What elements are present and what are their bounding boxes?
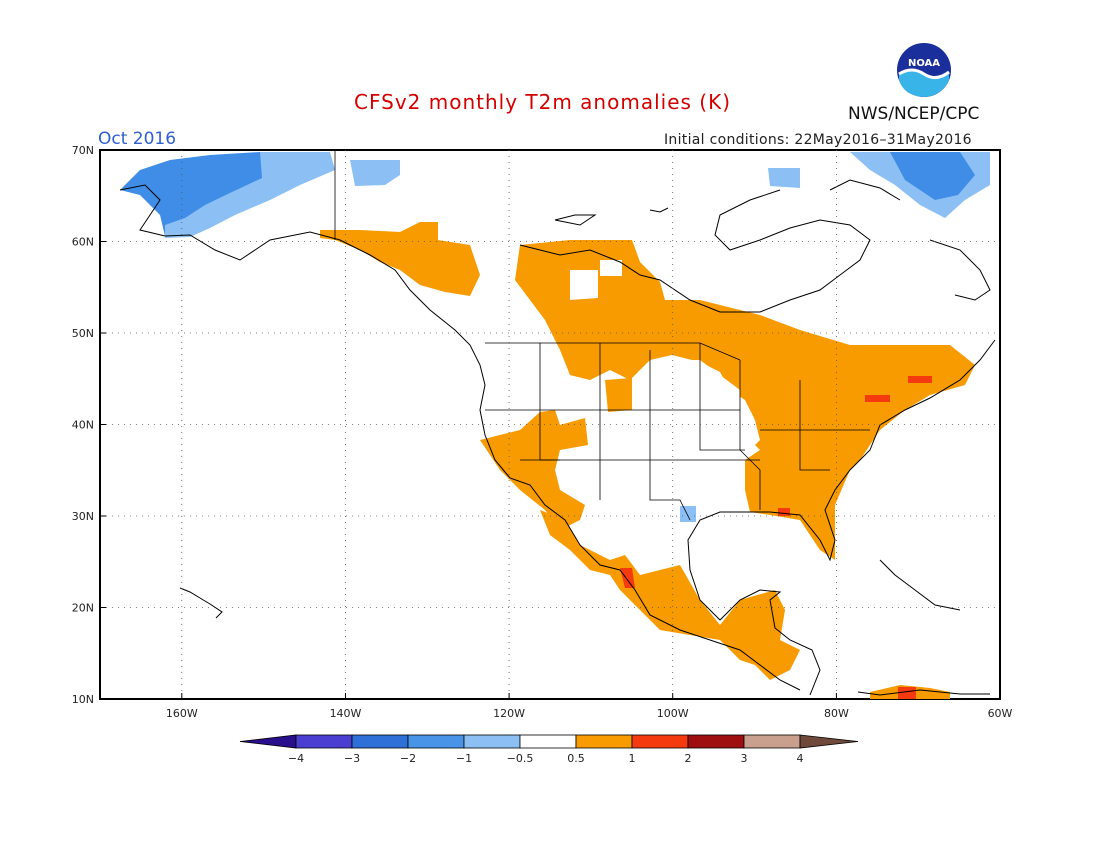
colorbar-label: −1 [456, 752, 472, 765]
forecast-period: Oct 2016 [98, 129, 177, 149]
lat-label: 60N [72, 236, 94, 249]
anomaly-alaska-light [165, 152, 335, 238]
anomaly-mexico-red [620, 568, 635, 588]
colorbar-swatch [351, 734, 409, 749]
anomaly-greenland-mid [890, 152, 975, 200]
colorbar-label: −3 [344, 752, 360, 765]
noaa-logo-icon: NOAA [895, 41, 953, 99]
colorbar-swatch [687, 734, 745, 749]
colorbar-label: −0.5 [507, 752, 534, 765]
anomaly-ne-red [865, 395, 890, 402]
lon-label: 120W [493, 707, 525, 720]
agency-label: NWS/NCEP/CPC [848, 104, 980, 124]
lat-label: 10N [72, 693, 94, 706]
coastlines [119, 179, 996, 696]
anomaly-sw-us-pos [480, 410, 588, 530]
lon-labels: 160W 140W 120W 100W 80W 60W [166, 707, 1013, 720]
anomaly-baffin-light [768, 168, 800, 188]
anomaly-mexico-pos [540, 510, 800, 680]
colorbar-swatch [407, 734, 465, 749]
lon-label: 100W [657, 707, 689, 720]
colorbar-label: 4 [797, 752, 804, 765]
anomaly-bc-pos [320, 222, 480, 296]
lat-label: 50N [72, 327, 94, 340]
anomaly-ne-red-2 [908, 376, 932, 383]
colorbar-label: −4 [288, 752, 304, 765]
initial-conditions: Initial conditions: 22May2016–31May2016 [664, 132, 972, 148]
colorbar-arrow-high [799, 734, 859, 749]
colorbar-swatch [743, 734, 801, 749]
lat-label: 40N [72, 419, 94, 432]
colorbar-swatch [631, 734, 689, 749]
lon-label: 60W [988, 707, 1013, 720]
colorbar: −4 −3 −2 −1 −0.5 0.5 1 2 3 4 [239, 734, 859, 765]
anomaly-s-america-red [898, 687, 916, 699]
colorbar-swatch [463, 734, 521, 749]
colorbar-arrow-low [239, 734, 297, 749]
map-title: CFSv2 monthly T2m anomalies (K) [354, 90, 731, 114]
lon-label: 160W [166, 707, 198, 720]
anomaly-texas-light [680, 506, 696, 522]
political-boundaries [334, 150, 870, 521]
lat-label: 70N [72, 144, 94, 157]
lat-label: 20N [72, 602, 94, 615]
colorbar-swatch [295, 734, 353, 749]
anomaly-canada-east-pos [515, 240, 975, 560]
lat-labels: 70N 60N 50N 40N 30N 20N 10N [72, 144, 94, 706]
colorbar-label: 2 [685, 752, 692, 765]
graticule [100, 150, 1000, 699]
anomaly-gulf-red [778, 508, 790, 516]
ticks [100, 149, 1001, 700]
logo-text: NOAA [908, 58, 940, 69]
anomaly-fields [120, 152, 990, 699]
colorbar-swatch [519, 734, 577, 749]
colorbar-label: 0.5 [567, 752, 585, 765]
lon-label: 140W [330, 707, 362, 720]
anomaly-yukon-light [350, 160, 400, 186]
colorbar-label: 3 [741, 752, 748, 765]
colorbar-label: 1 [629, 752, 636, 765]
lat-label: 30N [72, 510, 94, 523]
colorbar-label: −2 [400, 752, 416, 765]
colorbar-swatch [575, 734, 633, 749]
lon-label: 80W [824, 707, 849, 720]
anomaly-nw-us-pos [605, 378, 632, 412]
